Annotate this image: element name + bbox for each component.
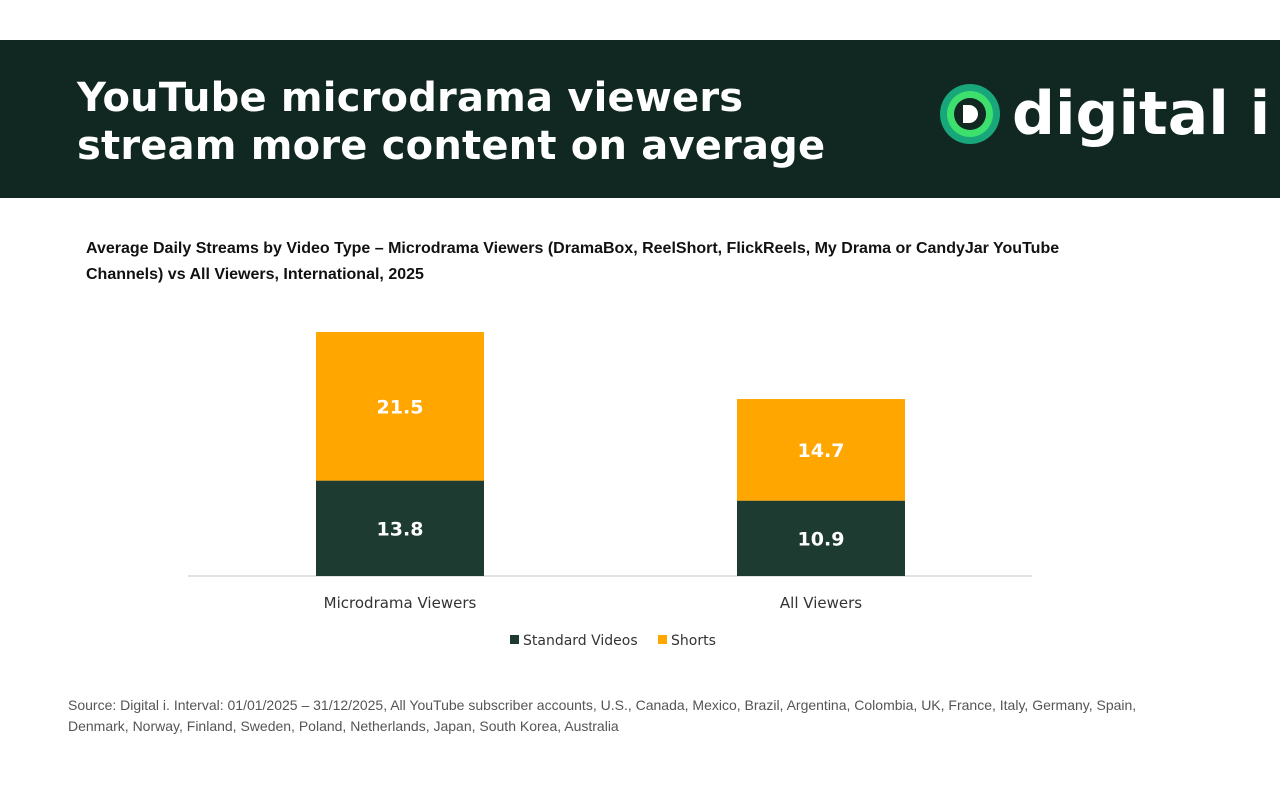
data-label: 13.8 <box>377 518 424 540</box>
title-line-2: stream more content on average <box>77 123 826 169</box>
logo-text: digital i <box>1012 79 1271 149</box>
bar-standard-videos <box>737 500 905 576</box>
logo-ring-icon <box>940 84 1000 144</box>
bar-shorts <box>316 332 484 481</box>
data-label: 10.9 <box>798 528 845 550</box>
legend-label: Standard Videos <box>523 633 638 649</box>
legend-swatch <box>658 635 667 644</box>
category-label: All Viewers <box>780 594 862 612</box>
title-line-1: YouTube microdrama viewers <box>77 75 744 121</box>
bar-shorts <box>737 399 905 501</box>
header-banner: YouTube microdrama viewers stream more c… <box>0 40 1280 198</box>
legend-swatch <box>510 635 519 644</box>
legend-label: Shorts <box>671 633 716 649</box>
page-title: YouTube microdrama viewers stream more c… <box>77 74 825 170</box>
bar-standard-videos <box>316 480 484 576</box>
source-note: Source: Digital i. Interval: 01/01/2025 … <box>68 697 1137 734</box>
digital-i-logo: digital i <box>940 84 1270 144</box>
category-label: Microdrama Viewers <box>324 594 477 612</box>
chart-title: Average Daily Streams by Video Type – Mi… <box>86 240 1060 283</box>
data-label: 21.5 <box>377 396 424 418</box>
data-label: 14.7 <box>798 440 845 462</box>
